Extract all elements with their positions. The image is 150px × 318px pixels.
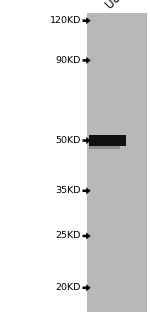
FancyArrow shape <box>82 187 91 194</box>
FancyArrow shape <box>82 284 91 291</box>
Text: 120KD: 120KD <box>50 16 81 25</box>
Text: 35KD: 35KD <box>56 186 81 195</box>
FancyArrow shape <box>82 57 91 64</box>
Bar <box>87 13 147 312</box>
Text: U87: U87 <box>103 0 129 11</box>
FancyArrow shape <box>82 17 91 24</box>
Bar <box>88 135 126 146</box>
Text: 90KD: 90KD <box>56 56 81 65</box>
Bar <box>88 139 120 142</box>
FancyArrow shape <box>82 232 91 239</box>
FancyArrow shape <box>82 137 91 144</box>
Text: 25KD: 25KD <box>56 232 81 240</box>
Text: 50KD: 50KD <box>56 136 81 145</box>
Bar <box>88 145 120 149</box>
Text: 20KD: 20KD <box>56 283 81 292</box>
